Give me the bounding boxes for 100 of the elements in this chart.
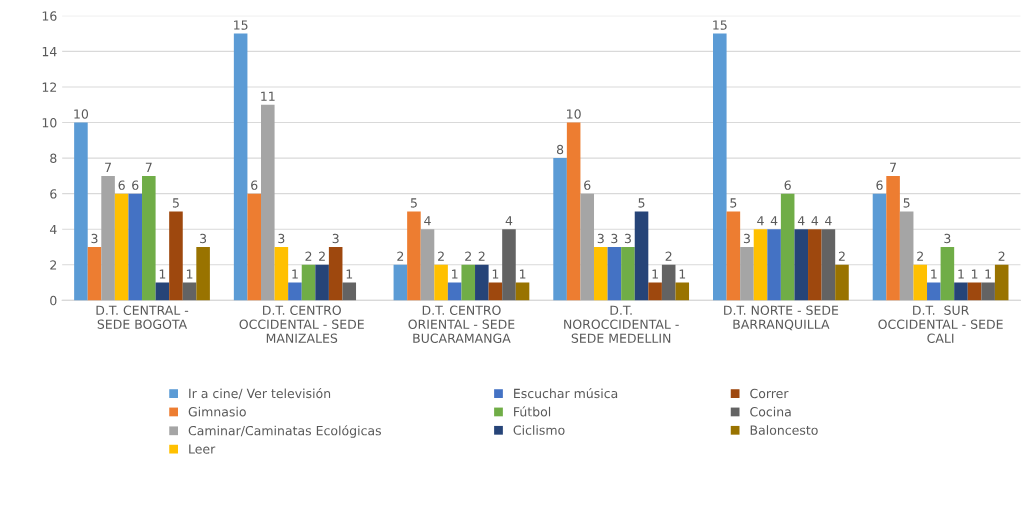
data-label: 4 <box>797 216 805 226</box>
bar <box>328 247 343 301</box>
legend-label: Gimnasio <box>188 406 246 417</box>
legend-label: Ir a cine/ Ver televisión <box>189 387 331 400</box>
y-tick-label: 6 <box>50 189 57 199</box>
data-label: 3 <box>743 233 750 244</box>
bar <box>940 247 955 301</box>
y-tick-label: 4 <box>49 224 57 234</box>
bar <box>475 264 489 301</box>
bar <box>420 229 435 301</box>
data-label: 1 <box>958 269 964 279</box>
data-label: 4 <box>825 216 832 226</box>
data-label: 7 <box>145 162 152 172</box>
x-tick-label: D.T. SUR OCCIDENTAL - SEDE CALI <box>878 305 1003 343</box>
data-label: 5 <box>638 198 645 208</box>
data-label: 10 <box>567 109 581 119</box>
bar <box>740 247 754 301</box>
data-label: 2 <box>438 251 444 261</box>
data-label: 3 <box>278 233 285 244</box>
bar <box>767 229 781 301</box>
bar <box>315 264 329 301</box>
data-label: 15 <box>713 20 727 30</box>
bar <box>566 122 581 301</box>
data-label: 3 <box>91 233 98 244</box>
bar <box>580 193 595 301</box>
data-label: 6 <box>251 180 258 190</box>
bar <box>553 158 567 301</box>
data-label: 2 <box>478 251 485 261</box>
bar <box>247 193 262 301</box>
data-label: 4 <box>770 216 778 226</box>
data-label: 5 <box>410 198 417 208</box>
data-label: 2 <box>305 251 312 261</box>
data-label: 2 <box>665 251 672 261</box>
bar <box>981 282 995 301</box>
data-label: 1 <box>292 269 298 279</box>
bar <box>447 282 462 301</box>
data-label: 15 <box>234 20 248 30</box>
data-label: 3 <box>200 233 207 244</box>
data-label: 8 <box>556 144 564 155</box>
bar <box>753 229 768 301</box>
bar <box>780 193 795 301</box>
bar <box>342 282 357 301</box>
bar <box>872 193 887 301</box>
bar <box>155 282 170 301</box>
y-tick-label: 14 <box>42 47 57 57</box>
data-label: 6 <box>584 180 591 190</box>
data-label: 1 <box>519 269 526 279</box>
legend-label: Ciclismo <box>513 425 565 435</box>
bar <box>994 264 1009 301</box>
data-label: 2 <box>838 251 845 261</box>
data-label: 6 <box>784 180 791 190</box>
data-label: 1 <box>452 269 458 279</box>
y-tick-label: 2 <box>50 260 57 270</box>
bar <box>661 264 676 301</box>
bar <box>675 282 690 301</box>
bar <box>128 193 143 301</box>
bar <box>407 211 421 301</box>
bar <box>393 264 408 301</box>
bar <box>594 247 608 301</box>
data-label: 1 <box>159 269 166 279</box>
bar <box>114 193 129 301</box>
bar <box>808 229 822 301</box>
bar <box>87 247 102 301</box>
bar <box>886 175 900 301</box>
bar <box>434 264 448 301</box>
bar <box>607 247 622 301</box>
bar <box>927 282 941 301</box>
bar <box>233 33 248 301</box>
bar <box>621 247 635 301</box>
data-label: 1 <box>186 269 193 279</box>
bar <box>274 247 289 301</box>
data-label: 3 <box>611 233 618 244</box>
bar <box>954 282 968 301</box>
data-label: 5 <box>903 198 910 208</box>
y-tick-label: 10 <box>42 118 57 128</box>
bar <box>182 282 197 301</box>
data-label: 1 <box>652 269 658 279</box>
legend-label: Leer <box>189 444 216 454</box>
bar <box>74 122 88 301</box>
data-label: 4 <box>505 216 513 226</box>
bar <box>196 247 210 301</box>
bar <box>794 229 809 301</box>
x-tick-label: D.T. NORTE - SEDE BARRANQUILLA <box>724 305 839 331</box>
data-label: 7 <box>105 162 111 172</box>
data-label: 7 <box>890 162 896 172</box>
data-label: 2 <box>917 251 923 261</box>
bar <box>913 264 928 301</box>
data-label: 2 <box>465 251 471 261</box>
bar <box>301 264 316 301</box>
bar <box>461 264 476 301</box>
data-label: 1 <box>492 269 499 279</box>
x-tick-label: D.T. CENTRO OCCIDENTAL - SEDE MANIZALES <box>239 305 364 343</box>
data-label: 11 <box>261 91 275 101</box>
bar <box>835 264 849 301</box>
bar <box>821 229 836 301</box>
bar <box>899 211 914 301</box>
y-tick-label: 8 <box>50 153 57 164</box>
bar <box>967 282 982 301</box>
data-label: 1 <box>679 269 686 279</box>
bar <box>488 282 503 301</box>
